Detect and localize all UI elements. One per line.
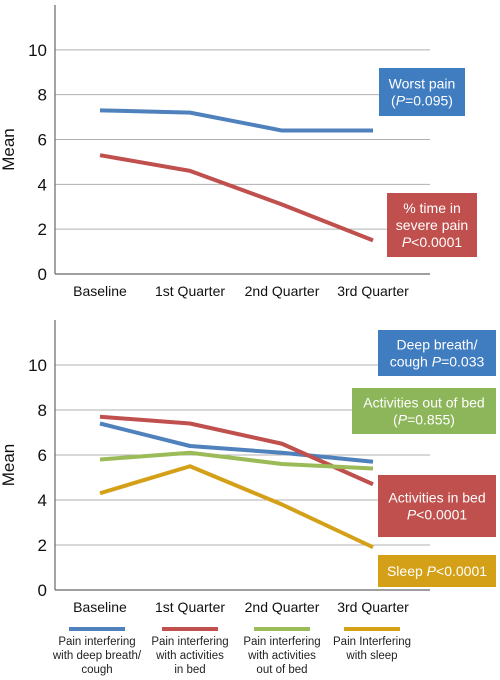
series-line-sleep [99,464,374,550]
annotation-text: Deep breath/ [397,337,478,353]
annotation-text: % time in [403,200,461,216]
annotation-box [387,193,477,257]
legend-label: with activities [247,650,316,662]
annotation-text: (P=0.095) [391,93,453,109]
annotation-text: Activities out of bed [363,395,484,411]
x-tick-label: Baseline [73,599,127,615]
annotation-text: (P=0.855) [393,412,455,428]
series-line-breath [99,421,374,464]
chart-2: 0 2 4 6 8 10 Mean Baseline 1st Quarter 2nd Quarte… [0,320,496,676]
annotation-text: cough P=0.033 [390,354,485,370]
legend-label: with deep breath/ [52,650,142,662]
legend-item: Pain Interfering with sleep [333,627,411,662]
y-tick-label: 6 [38,446,47,465]
y-tick-label: 4 [38,491,47,510]
annotation-box [378,555,496,587]
legend-label: Pain interfering [151,636,228,648]
annotation-text: Worst pain [389,76,456,92]
annotation-text: Activities in bed [388,490,485,506]
annotation-box [379,68,465,116]
annotation-text: P<0.0001 [402,234,463,250]
annotation-breath: Deep breath/cough P=0.033 [378,330,496,376]
annotation-text: severe pain [396,217,468,233]
x-tick-label: 3rd Quarter [337,599,409,615]
annotation-sleep: Sleep P<0.0001 [378,555,496,587]
legend-item: Pain interfering with deep breath/cough [52,627,142,676]
y-axis-title: Mean [0,128,18,171]
x-tick-label: 1st Quarter [155,599,225,615]
x-tick-label: Baseline [73,283,127,299]
annotation-text: Sleep P<0.0001 [387,563,487,579]
annotation-text: P<0.0001 [407,507,468,523]
legend-item: Pain interfering with activities in bed [151,627,229,676]
annotation-worst: Worst pain(P=0.095) [379,68,465,116]
y-axis-title: Mean [0,444,18,487]
y-tick-label: 8 [38,86,47,105]
y-tick-label: 2 [38,220,47,239]
y-tick-label: 10 [28,356,47,375]
y-tick-label: 4 [38,175,47,194]
y-tick-label: 8 [38,401,47,420]
legend-label: Pain interfering [243,636,320,648]
chart-1: 0 2 4 6 8 10 Mean Baseline 1st Quarter 2nd Quarte… [0,5,477,299]
annotation-box [378,330,496,376]
x-tick-label: 2nd Quarter [245,283,320,299]
legend-label: cough [81,664,112,676]
series-line-activities-out-of-bed [99,450,374,471]
legend-label: out of bed [256,664,307,676]
series-line-activities-in-bed [99,414,374,487]
annotation-box [352,388,496,434]
series-line-worst [99,108,373,133]
series-line-severe [99,153,374,243]
legend-label: Pain Interfering [333,636,411,648]
legend-label: in bed [174,664,205,676]
x-tick-label: 3rd Quarter [337,283,409,299]
legend-item: Pain interfering with activities out of be… [243,627,321,676]
y-tick-label: 2 [38,536,47,555]
y-tick-label: 6 [38,131,47,150]
legend-label: with activities [155,650,224,662]
x-tick-label: 2nd Quarter [245,599,320,615]
annotation-box [378,475,496,537]
y-tick-label: 10 [28,41,47,60]
annotation-activities-out-of-bed: Activities out of bed(P=0.855) [352,388,496,434]
y-tick-label: 0 [38,265,47,284]
legend-label: with sleep [345,650,397,662]
legend-label: Pain interfering [58,636,135,648]
x-tick-label: 1st Quarter [155,283,225,299]
y-tick-label: 0 [38,581,47,600]
